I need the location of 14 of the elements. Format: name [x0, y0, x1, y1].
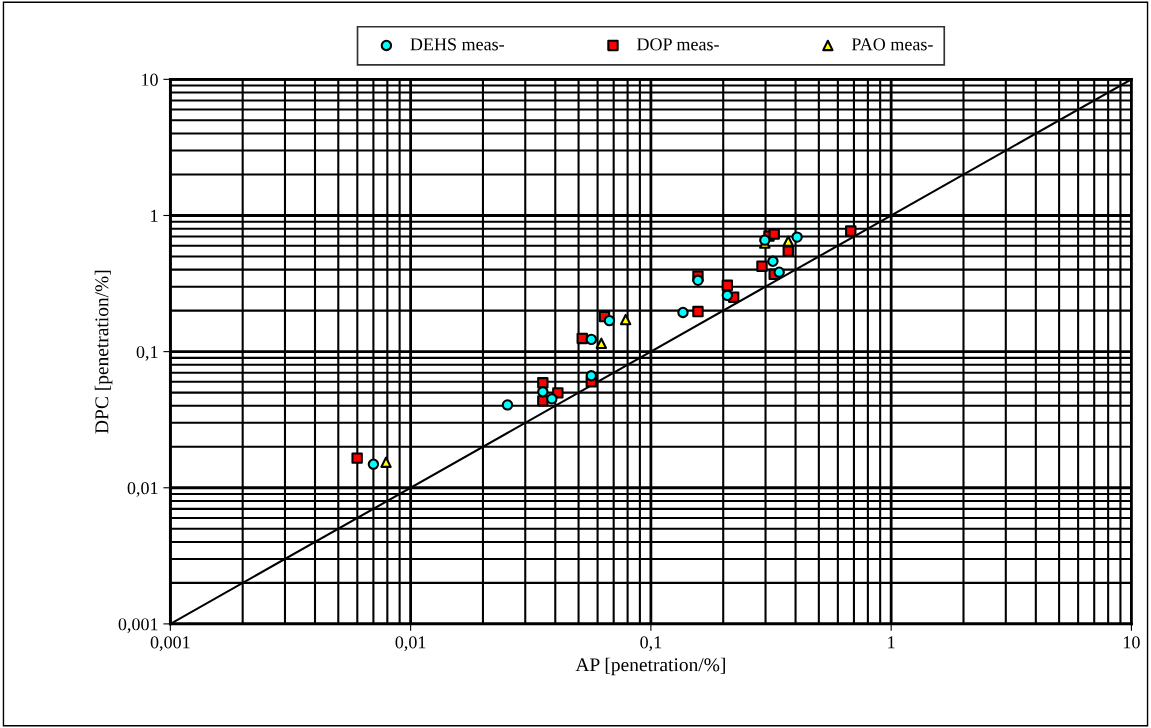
x-axis-title: AP [penetration/%]	[575, 657, 725, 676]
y-tick-label: 0,001	[118, 618, 158, 633]
x-tick-label: 0,1	[640, 636, 662, 652]
legend-label: PAO meas-	[851, 38, 933, 51]
y-tick-label: 0,1	[136, 345, 158, 361]
legend-label: DEHS meas-	[410, 38, 504, 51]
y-tick-label: 0,01	[127, 482, 158, 497]
y-tick-label: 10	[142, 73, 158, 86]
legend-label: DOP meas-	[636, 38, 719, 51]
y-tick-label: 1	[151, 209, 158, 222]
y-axis-title: DPC [penetration/%]	[94, 270, 113, 434]
x-tick-label: 0,01	[395, 636, 426, 652]
x-tick-label: 1	[888, 636, 895, 649]
x-tick-label: 10	[1123, 636, 1140, 649]
